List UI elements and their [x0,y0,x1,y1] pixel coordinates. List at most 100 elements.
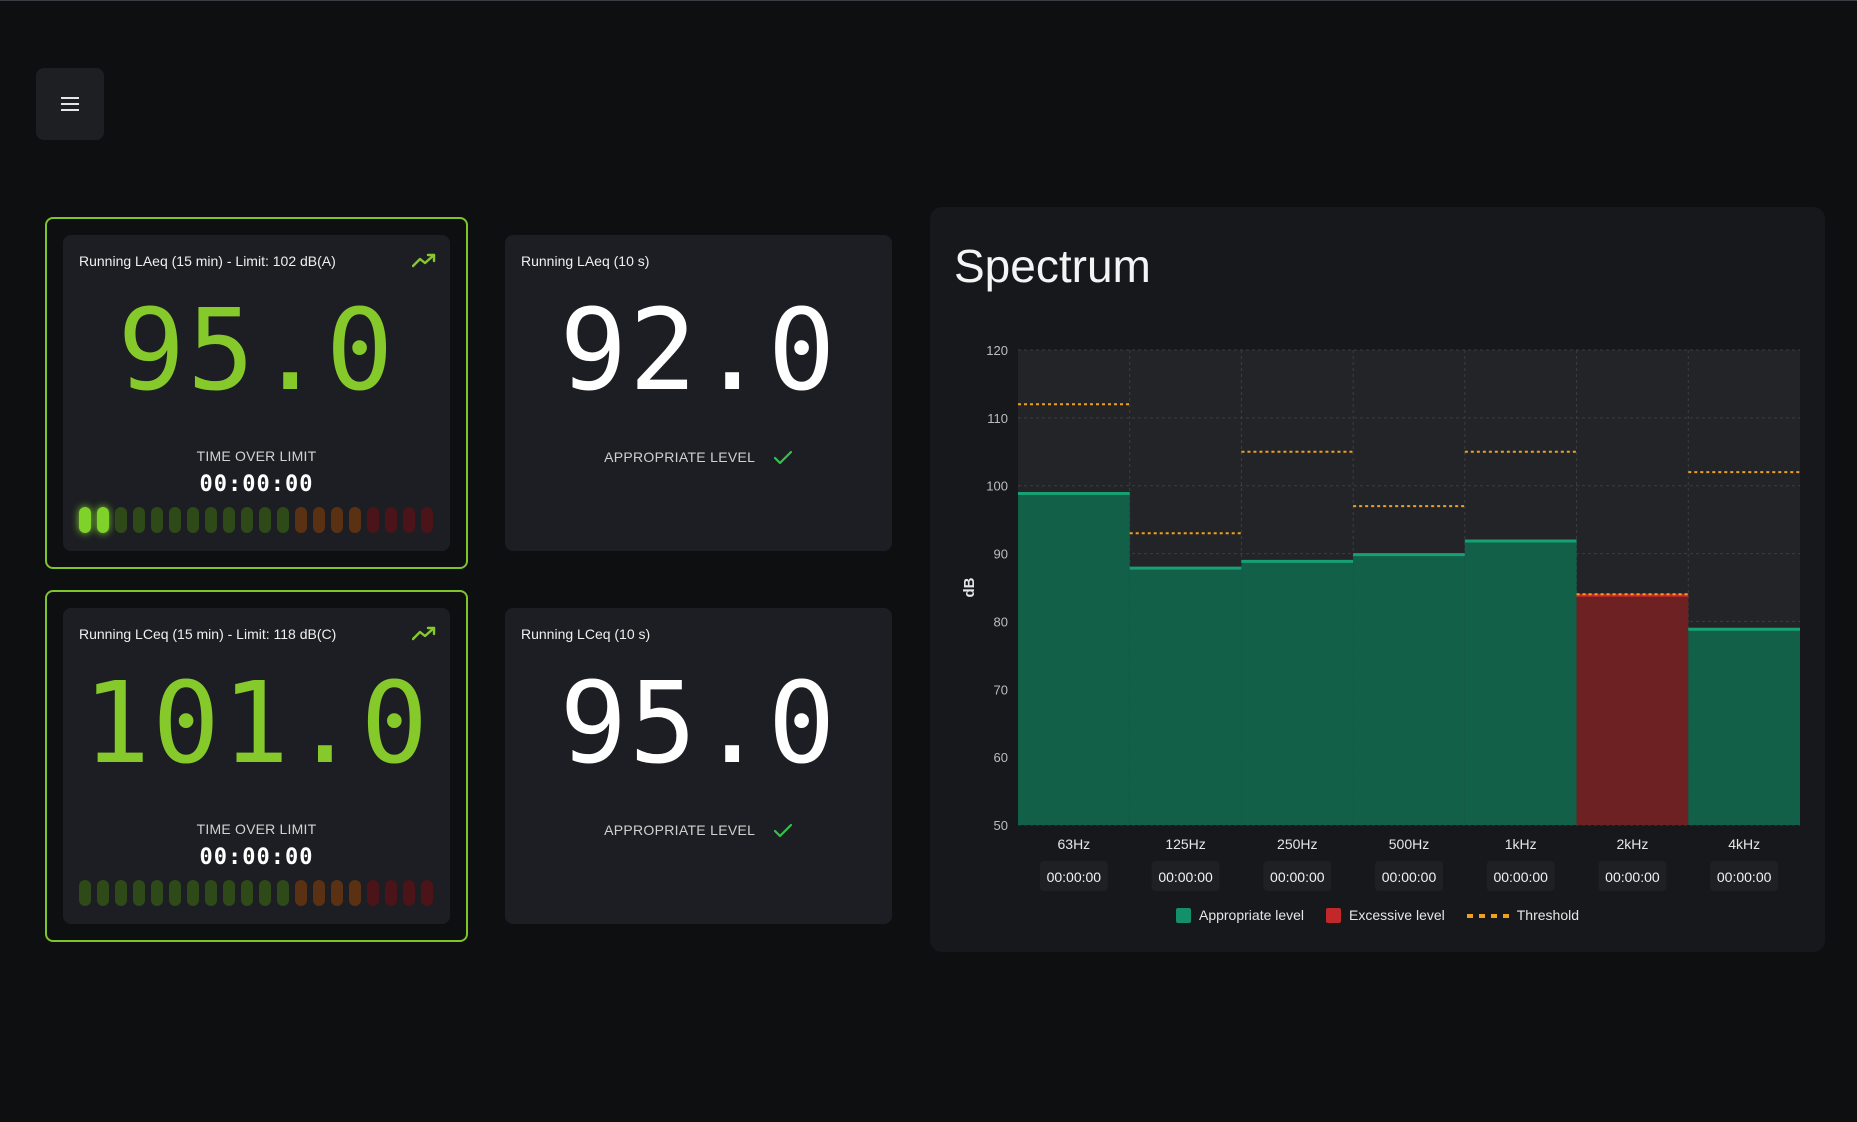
meter-segment [169,507,181,533]
time-over-value: 00:00:00 [1270,869,1325,885]
y-tick-label: 60 [994,750,1008,765]
chart-legend: Appropriate level Excessive level Thresh… [930,907,1825,923]
meter-segment [385,507,397,533]
y-tick-label: 70 [994,682,1008,697]
meter-segment [295,880,307,906]
time-over-box [1263,861,1332,891]
bar-2kHz [1576,594,1689,825]
x-tick-label: 250Hz [1277,836,1317,852]
legend-label-threshold: Threshold [1516,907,1580,923]
meter-segment [313,880,325,906]
level-status-label: APPROPRIATE LEVEL [604,449,755,465]
meter-segment [385,880,397,906]
trending-up-icon [412,253,436,268]
meter-segment [115,880,127,906]
meter-segment [295,507,307,533]
meter-segment [223,880,235,906]
laeq-10s-card: Running LAeq (10 s) 92.0 APPROPRIATE LEV… [505,235,892,551]
time-over-box [1710,861,1779,891]
time-over-limit-label: TIME OVER LIMIT [196,448,317,464]
meter-segment [403,507,415,533]
meter-segment [133,880,145,906]
time-over-limit-label: TIME OVER LIMIT [196,821,317,837]
legend-appropriate[interactable]: Appropriate level [1175,907,1305,923]
time-over-box [1598,861,1667,891]
y-axis-label: dB [961,577,978,597]
meter-segment [97,507,109,533]
legend-label-excessive: Excessive level [1349,907,1445,923]
meter-segment [259,507,271,533]
x-tick-label: 63Hz [1058,836,1091,852]
time-over-value: 00:00:00 [1047,869,1102,885]
trending-up-icon [412,626,436,641]
lceq-15min-card: Running LCeq (15 min) - Limit: 118 dB(C)… [63,608,450,924]
meter-segment [79,507,91,533]
card-title: Running LAeq (10 s) [521,253,650,269]
spectrum-chart: 50 60 70 80 90 100 110 120 dB 63Hz 00:00:00 125Hz 00… [961,343,1800,891]
meter-segment [367,880,379,906]
meter-segment [79,880,91,906]
top-border [0,0,1857,1]
lceq-10s-value: 95.0 [559,659,838,789]
legend-excessive[interactable]: Excessive level [1326,907,1445,923]
meter-segment [241,880,253,906]
meter-segment [331,880,343,906]
meter-segment [259,880,271,906]
meter-segment [187,507,199,533]
bar-125Hz [1129,567,1242,825]
x-tick-label: 125Hz [1165,836,1205,852]
meter-segment [421,880,433,906]
meter-segment [331,507,343,533]
card-title: Running LCeq (15 min) - Limit: 118 dB(C) [79,626,337,642]
time-over-value: 00:00:00 [1493,869,1548,885]
lceq-15min-card-outline [45,590,468,942]
meter-segment [205,880,217,906]
laeq-15min-card: Running LAeq (15 min) - Limit: 102 dB(A)… [63,235,450,551]
y-tick-label: 50 [994,818,1008,833]
meter-segment [151,507,163,533]
meter-segment [187,880,199,906]
time-over-box [1151,861,1220,891]
level-status-label: APPROPRIATE LEVEL [604,822,755,838]
x-tick-label: 500Hz [1389,836,1429,852]
x-tick-label: 4kHz [1728,836,1760,852]
legend-swatch-excessive [1326,907,1342,923]
hamburger-icon [61,97,79,111]
menu-button[interactable] [36,68,104,140]
meter-segment [205,507,217,533]
meter-segment [403,880,415,906]
level-status: APPROPRIATE LEVEL [505,449,892,466]
meter-segment [133,507,145,533]
time-over-limit-value: 00:00:00 [199,472,314,497]
laeq-15min-card-outline [45,217,468,569]
time-over-value: 00:00:00 [1717,869,1772,885]
meter-segment [349,880,361,906]
spectrum-title: Spectrum [954,240,1151,292]
bar-250Hz [1241,560,1354,825]
laeq-10s-value: 92.0 [559,286,838,416]
lceq-15min-value: 101.0 [82,659,431,789]
level-status: APPROPRIATE LEVEL [505,822,892,839]
laeq-15min-value: 95.0 [117,286,396,416]
meter-segment [97,880,109,906]
meter-segment [349,507,361,533]
legend-threshold[interactable]: Threshold [1466,907,1580,923]
y-tick-label: 120 [986,343,1008,358]
legend-label-appropriate: Appropriate level [1198,907,1305,923]
check-icon [773,451,793,465]
meter-segment [421,507,433,533]
meter-segment [277,507,289,533]
legend-swatch-appropriate [1175,907,1191,923]
meter-segment [313,507,325,533]
y-tick-label: 110 [987,411,1008,426]
y-tick-label: 90 [994,547,1008,562]
bar-1kHz [1464,540,1577,825]
y-tick-label: 100 [986,479,1008,494]
time-over-box [1039,861,1108,891]
x-tick-label: 2kHz [1616,836,1648,852]
meter-segment [169,880,181,906]
time-over-value: 00:00:00 [1158,869,1213,885]
bar-63Hz [1018,492,1130,825]
time-over-value: 00:00:00 [1605,869,1660,885]
meter-segment [241,507,253,533]
